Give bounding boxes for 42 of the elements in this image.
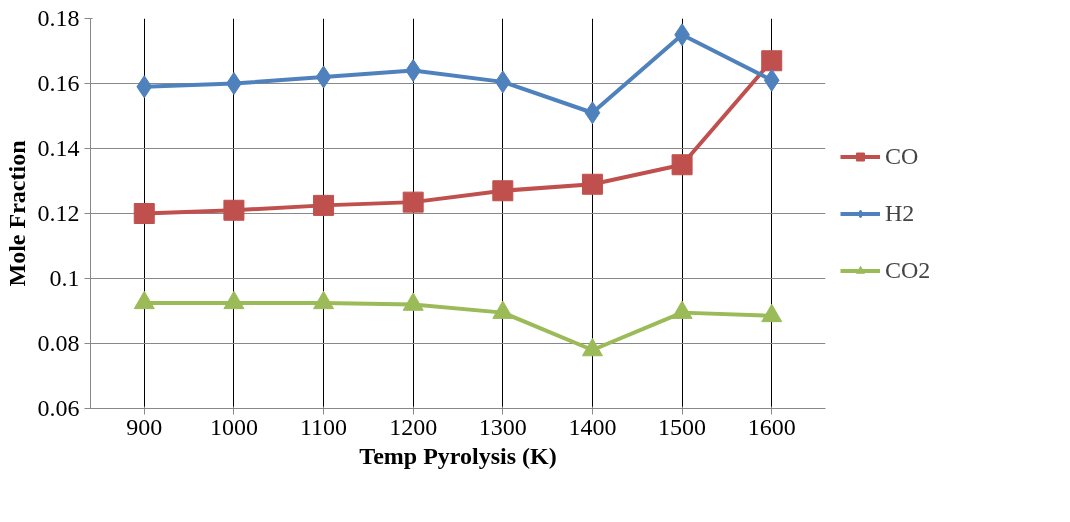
y-tick-label: 0.18 xyxy=(37,5,80,31)
point xyxy=(133,290,155,310)
point xyxy=(494,70,511,94)
x-tick-label: 1000 xyxy=(209,413,258,440)
point xyxy=(492,180,514,202)
point xyxy=(402,191,424,213)
point xyxy=(315,65,332,89)
x-tick-label: 1200 xyxy=(389,413,438,440)
point xyxy=(133,203,155,224)
y-axis-title: Mole Fraction xyxy=(3,140,30,287)
point xyxy=(402,292,424,311)
y-tick-label: 0.16 xyxy=(37,70,80,96)
point xyxy=(671,154,693,176)
point xyxy=(581,173,603,195)
point xyxy=(761,50,783,72)
y-tick-label: 0.1 xyxy=(49,265,80,291)
x-tick-label: 1400 xyxy=(568,413,617,440)
x-axis-title: Temp Pyrolysis (K) xyxy=(359,442,557,469)
point xyxy=(136,75,153,99)
x-tick-label: 1600 xyxy=(747,413,796,440)
y-tick-label: 0.14 xyxy=(37,135,80,161)
point xyxy=(223,199,245,221)
point xyxy=(313,194,335,216)
point xyxy=(671,300,693,319)
y-tick-label: 0.08 xyxy=(37,330,80,356)
point xyxy=(763,68,780,92)
point xyxy=(223,290,245,310)
x-tick-label: 1100 xyxy=(299,413,348,440)
point xyxy=(584,101,601,125)
x-tick-label: 1500 xyxy=(658,413,707,440)
legend-label: CO2 xyxy=(885,256,931,284)
y-tick-label: 0.12 xyxy=(37,200,80,226)
point xyxy=(581,337,603,357)
point xyxy=(492,300,514,319)
y-tick-label: 0.06 xyxy=(37,395,80,421)
legend-label: CO xyxy=(885,142,919,170)
x-tick-label: 1300 xyxy=(478,413,527,440)
x-tick-label: 900 xyxy=(126,413,163,440)
point xyxy=(405,59,422,82)
point xyxy=(313,290,335,310)
point xyxy=(761,303,783,323)
legend-label: H2 xyxy=(885,199,915,227)
